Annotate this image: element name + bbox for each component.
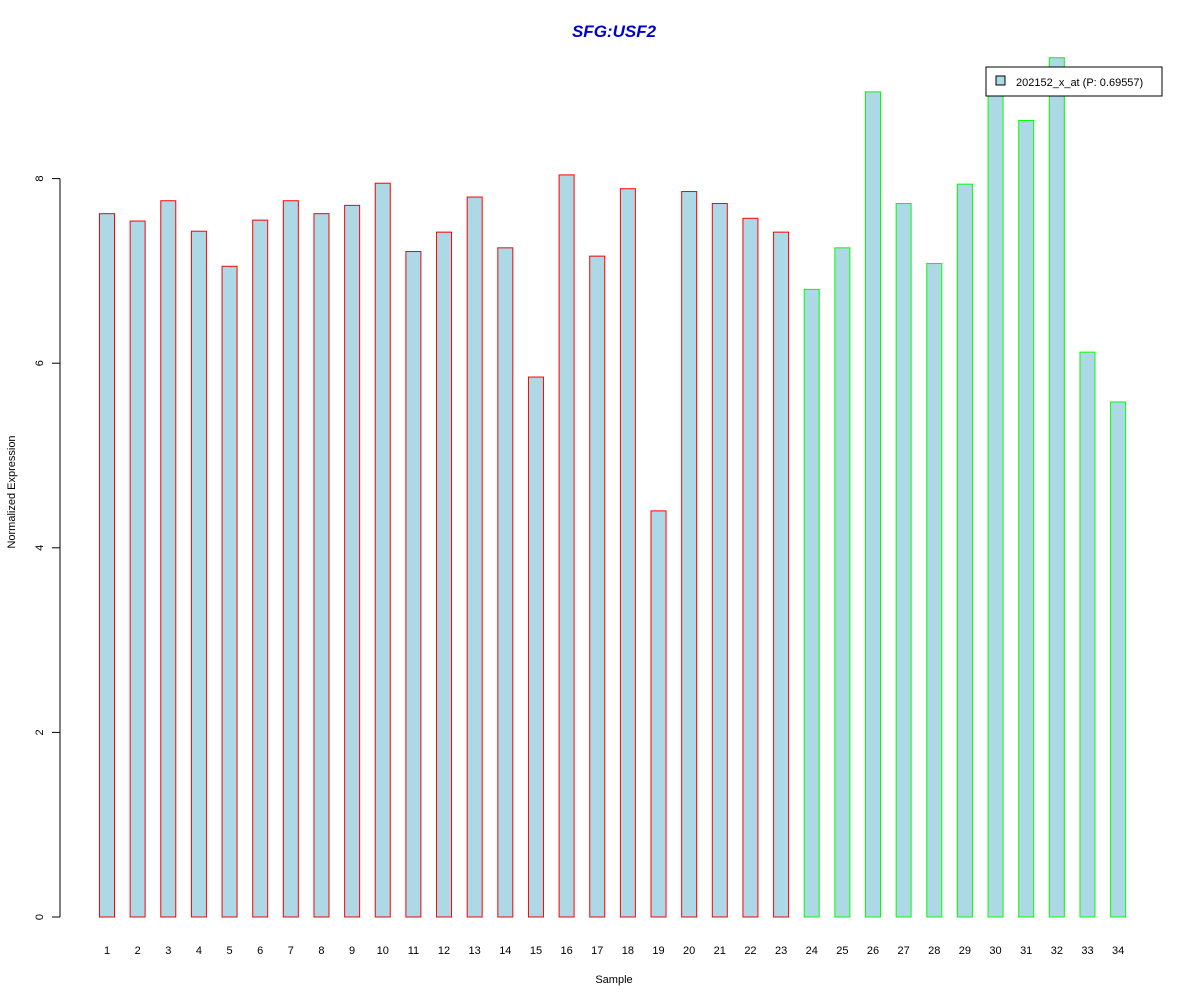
x-tick-label: 27 bbox=[898, 945, 910, 957]
bar-sample-7 bbox=[282, 200, 299, 918]
x-tick-label: 20 bbox=[683, 945, 695, 957]
bar-sample-6 bbox=[252, 219, 269, 918]
x-tick-label: 15 bbox=[530, 945, 542, 957]
x-tick-label: 8 bbox=[318, 945, 324, 957]
bar-sample-20 bbox=[681, 191, 698, 918]
y-axis: 0 2 4 6 8 bbox=[34, 176, 61, 920]
x-tick-label: 34 bbox=[1112, 945, 1124, 957]
x-tick-label: 32 bbox=[1051, 945, 1063, 957]
bar-sample-13 bbox=[466, 196, 483, 918]
x-tick-label: 6 bbox=[257, 945, 263, 957]
x-tick-label: 5 bbox=[226, 945, 232, 957]
bar-sample-31 bbox=[1018, 119, 1035, 918]
x-tick-label: 9 bbox=[349, 945, 355, 957]
x-tick-label: 26 bbox=[867, 945, 879, 957]
x-tick-label: 11 bbox=[408, 945, 419, 957]
bar-sample-1 bbox=[99, 213, 115, 918]
x-tick-label: 13 bbox=[469, 945, 481, 957]
legend-box bbox=[985, 66, 1163, 97]
bar-sample-3 bbox=[160, 200, 177, 918]
bar-sample-28 bbox=[926, 263, 943, 918]
bar-sample-33 bbox=[1079, 351, 1096, 918]
x-tick-label: 7 bbox=[288, 945, 294, 957]
bar-sample-14 bbox=[497, 247, 514, 918]
bar-sample-11 bbox=[405, 251, 422, 918]
x-tick-label: 2 bbox=[135, 945, 141, 957]
x-tick-label: 18 bbox=[622, 945, 634, 957]
x-tick-label: 33 bbox=[1081, 945, 1093, 957]
x-tick-label: 16 bbox=[560, 945, 572, 957]
bar-sample-16 bbox=[558, 174, 575, 918]
bar-sample-9 bbox=[344, 204, 361, 918]
x-tick-label: 14 bbox=[499, 945, 511, 957]
x-tick-label: 28 bbox=[928, 945, 940, 957]
y-axis-label: Normalized Expression bbox=[6, 435, 18, 548]
bar-sample-21 bbox=[711, 203, 728, 918]
bar-sample-23 bbox=[773, 231, 790, 918]
x-tick-label: 4 bbox=[196, 945, 202, 957]
bar-sample-27 bbox=[895, 203, 912, 918]
y-tick-label: 8 bbox=[34, 176, 46, 182]
x-tick-labels: 1 2 3 4 5 6 7 8 9 10 11 12 13 14 15 16 17 18 19 20 21 22 23 24 2… bbox=[104, 945, 1124, 957]
bar-sample-25 bbox=[834, 247, 851, 918]
bar-sample-8 bbox=[313, 213, 330, 918]
x-tick-label: 1 bbox=[104, 945, 110, 957]
x-tick-label: 3 bbox=[165, 945, 171, 957]
x-tick-label: 19 bbox=[652, 945, 664, 957]
x-tick-label: 17 bbox=[591, 945, 603, 957]
bar-sample-15 bbox=[527, 376, 544, 918]
bar-sample-12 bbox=[436, 231, 453, 918]
bar-sample-17 bbox=[589, 255, 606, 918]
bar-sample-2 bbox=[129, 220, 146, 918]
bar-sample-4 bbox=[190, 230, 207, 918]
legend: 202152_x_at (P: 0.69557) bbox=[985, 66, 1163, 97]
x-axis-label: Sample bbox=[595, 974, 632, 986]
chart-title: SFG:USF2 bbox=[572, 22, 657, 41]
x-tick-label: 12 bbox=[438, 945, 450, 957]
bar-sample-29 bbox=[956, 183, 973, 918]
x-tick-label: 10 bbox=[377, 945, 389, 957]
bar-sample-26 bbox=[865, 91, 881, 918]
bar-sample-30 bbox=[987, 81, 1004, 918]
x-tick-label: 25 bbox=[836, 945, 848, 957]
x-tick-label: 31 bbox=[1020, 945, 1032, 957]
x-tick-label: 22 bbox=[744, 945, 756, 957]
y-tick-label: 4 bbox=[34, 545, 46, 551]
x-tick-label: 24 bbox=[806, 945, 818, 957]
bar-sample-22 bbox=[742, 217, 759, 918]
bars-group bbox=[99, 57, 1127, 918]
x-tick-label: 21 bbox=[714, 945, 726, 957]
bar-sample-18 bbox=[619, 188, 636, 918]
legend-swatch bbox=[995, 75, 1006, 86]
bar-sample-19 bbox=[650, 510, 667, 918]
y-tick-label: 0 bbox=[34, 914, 46, 920]
bar-sample-32 bbox=[1048, 57, 1065, 918]
x-tick-label: 23 bbox=[775, 945, 787, 957]
y-tick-label: 6 bbox=[34, 360, 46, 366]
x-tick-label: 29 bbox=[959, 945, 971, 957]
bar-sample-5 bbox=[221, 265, 238, 918]
y-tick-label: 2 bbox=[34, 729, 46, 735]
bar-sample-10 bbox=[374, 182, 391, 918]
bar-sample-24 bbox=[803, 288, 820, 918]
bar-sample-34 bbox=[1110, 401, 1127, 918]
x-tick-label: 30 bbox=[989, 945, 1001, 957]
legend-label: 202152_x_at (P: 0.69557) bbox=[1016, 77, 1143, 89]
